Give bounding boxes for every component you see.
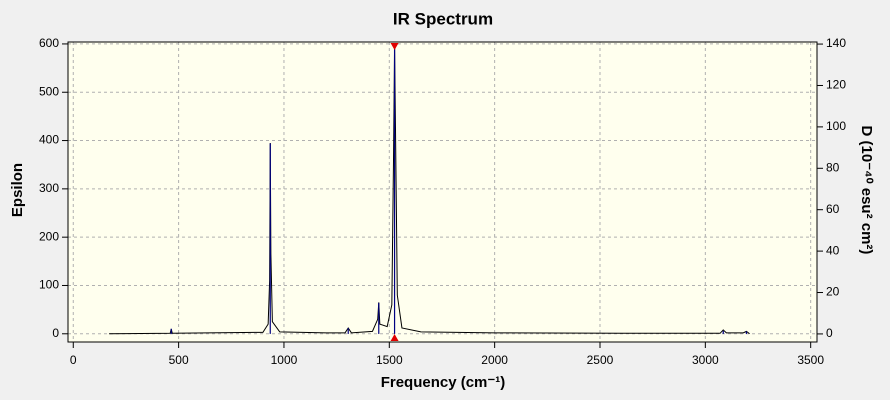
peak-marker-top <box>390 43 399 50</box>
plot-background <box>68 42 817 342</box>
y2-tick-label: 100 <box>826 119 846 133</box>
chart-title: IR Spectrum <box>393 9 493 28</box>
x-tick-label: 2000 <box>481 353 508 367</box>
y2-tick-label: 140 <box>826 36 846 50</box>
y-tick-label: 100 <box>39 278 59 292</box>
y2-tick-label: 0 <box>826 326 833 340</box>
peak-marker-bottom <box>390 334 399 341</box>
y2-tick-label: 40 <box>826 243 840 257</box>
y2-tick-label: 60 <box>826 202 840 216</box>
plot-frame <box>67 41 818 343</box>
plot-layer <box>68 42 817 342</box>
spectrum-line <box>109 46 750 335</box>
y-axis-label: Epsilon <box>9 163 26 217</box>
y-tick-label: 0 <box>52 326 59 340</box>
y-tick-label: 300 <box>39 181 59 195</box>
x-tick-label: 0 <box>70 353 77 367</box>
y-tick-label: 500 <box>39 84 59 98</box>
x-tick-label: 500 <box>169 353 189 367</box>
y2-tick-label: 80 <box>826 160 840 174</box>
x-tick-label: 3000 <box>692 353 719 367</box>
x-tick-label: 3500 <box>797 353 824 367</box>
y2-tick-label: 20 <box>826 285 840 299</box>
x-axis-label: Frequency (cm⁻¹) <box>381 374 506 391</box>
y-tick-label: 600 <box>39 36 59 50</box>
x-tick-label: 1500 <box>376 353 403 367</box>
x-tick-label: 1000 <box>271 353 298 367</box>
y-tick-label: 400 <box>39 133 59 147</box>
y-tick-label: 200 <box>39 229 59 243</box>
y2-tick-label: 120 <box>826 78 846 92</box>
y2-axis-label: D (10⁻⁴⁰ esu² cm²) <box>858 126 875 255</box>
x-tick-label: 2500 <box>587 353 614 367</box>
